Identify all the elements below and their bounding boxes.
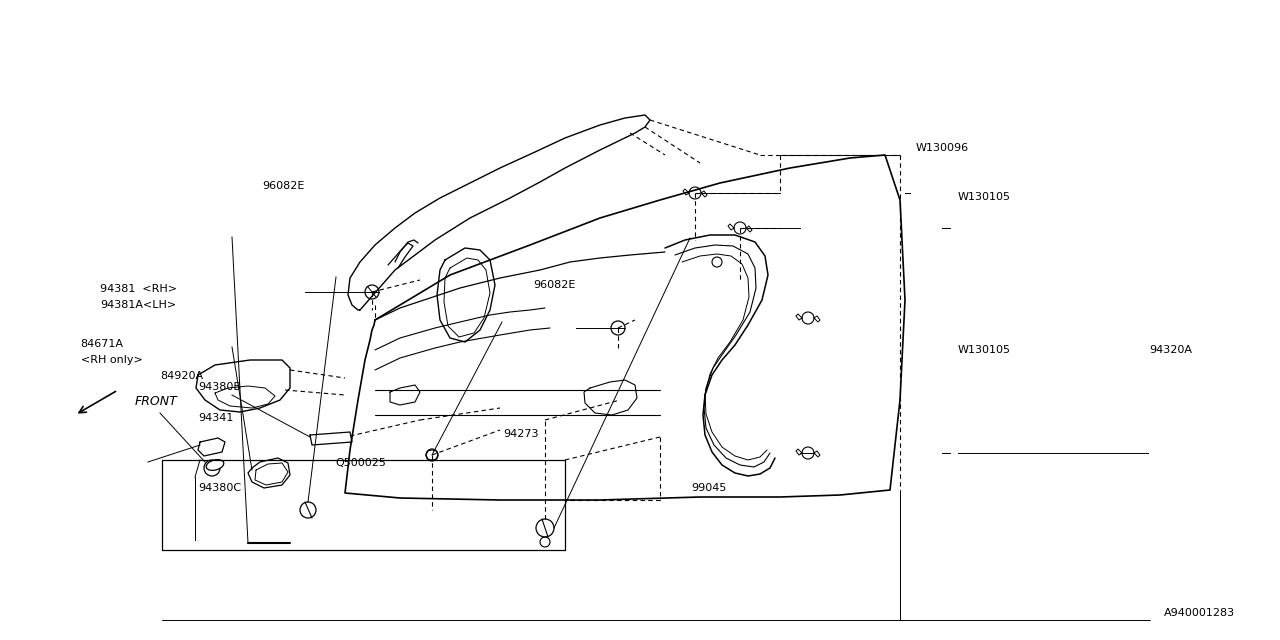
Text: 94381  <RH>: 94381 <RH> [100, 284, 177, 294]
Text: W130105: W130105 [957, 192, 1010, 202]
Text: 94380B: 94380B [198, 382, 242, 392]
Text: W130105: W130105 [957, 345, 1010, 355]
Ellipse shape [206, 460, 224, 470]
Text: 94320A: 94320A [1149, 345, 1193, 355]
Text: 94380C: 94380C [198, 483, 242, 493]
Text: W130096: W130096 [915, 143, 969, 154]
Text: 94273: 94273 [503, 429, 539, 439]
Text: <RH only>: <RH only> [81, 355, 142, 365]
Text: A940001283: A940001283 [1164, 608, 1235, 618]
Text: 94381A<LH>: 94381A<LH> [100, 300, 175, 310]
Text: 96082E: 96082E [262, 180, 305, 191]
Text: FRONT: FRONT [134, 395, 177, 408]
Text: Q500025: Q500025 [335, 458, 387, 468]
Text: 99045: 99045 [691, 483, 727, 493]
Text: 96082E: 96082E [534, 280, 576, 290]
Text: 84671A: 84671A [81, 339, 124, 349]
Text: 94341: 94341 [198, 413, 234, 423]
Text: 84920A: 84920A [160, 371, 204, 381]
